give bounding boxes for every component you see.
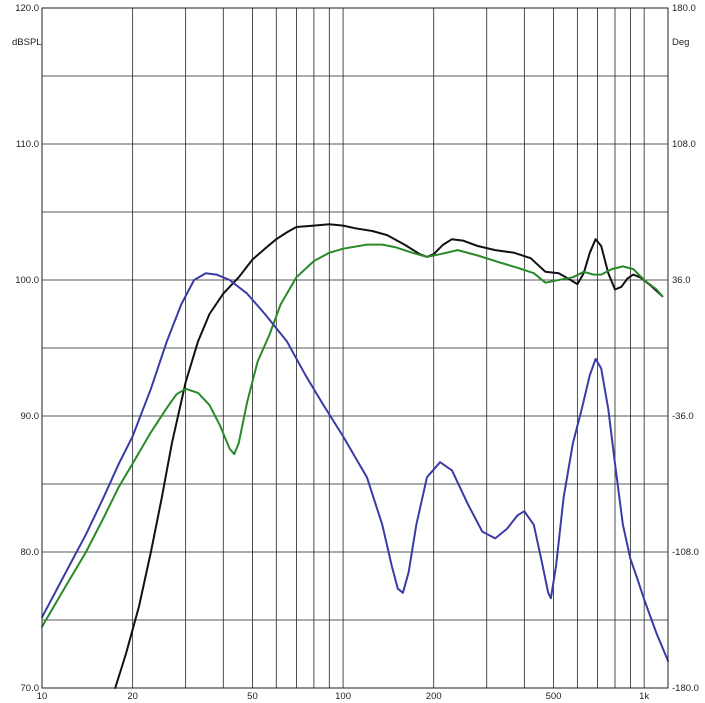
y2-tick-label: 108.0 [672, 139, 696, 150]
y-tick-label: 70.0 [21, 683, 40, 694]
y2-tick-label: 180.0 [672, 3, 696, 14]
series-layer [41, 223, 669, 689]
y-tick-label: 110.0 [16, 139, 39, 150]
y-tick-label: 120.0 [15, 3, 39, 14]
y-axis-label: dBSPL [12, 37, 42, 48]
series-line-2 [41, 243, 664, 628]
x-tick-label: 1k [639, 691, 649, 702]
series-line-3 [41, 272, 669, 662]
y2-tick-label: 36.0 [672, 275, 691, 286]
y-tick-label: 80.0 [21, 547, 40, 558]
y-tick-label: 100.0 [15, 275, 39, 286]
y2-tick-label: -180.0 [672, 683, 699, 694]
plot-frame [41, 7, 669, 689]
y-tick-label: 90.0 [21, 411, 40, 422]
y2-tick-label: -36.0 [672, 411, 694, 422]
x-tick-label: 100 [335, 691, 351, 702]
y2-tick-label: -108.0 [672, 547, 699, 558]
x-tick-label: 500 [546, 691, 562, 702]
x-tick-label: 200 [426, 691, 442, 702]
grid [41, 7, 668, 689]
x-tick-label: 50 [247, 691, 258, 702]
y2-axis-label: Deg [672, 37, 689, 48]
series-line-1 [114, 223, 664, 689]
tick-labels: 10 20 50 100 200 500 1k 70.0 80.0 90.0 100.0 110.0 1… [15, 3, 699, 702]
x-tick-label: 20 [127, 691, 138, 702]
x-tick-label: 10 [37, 691, 48, 702]
